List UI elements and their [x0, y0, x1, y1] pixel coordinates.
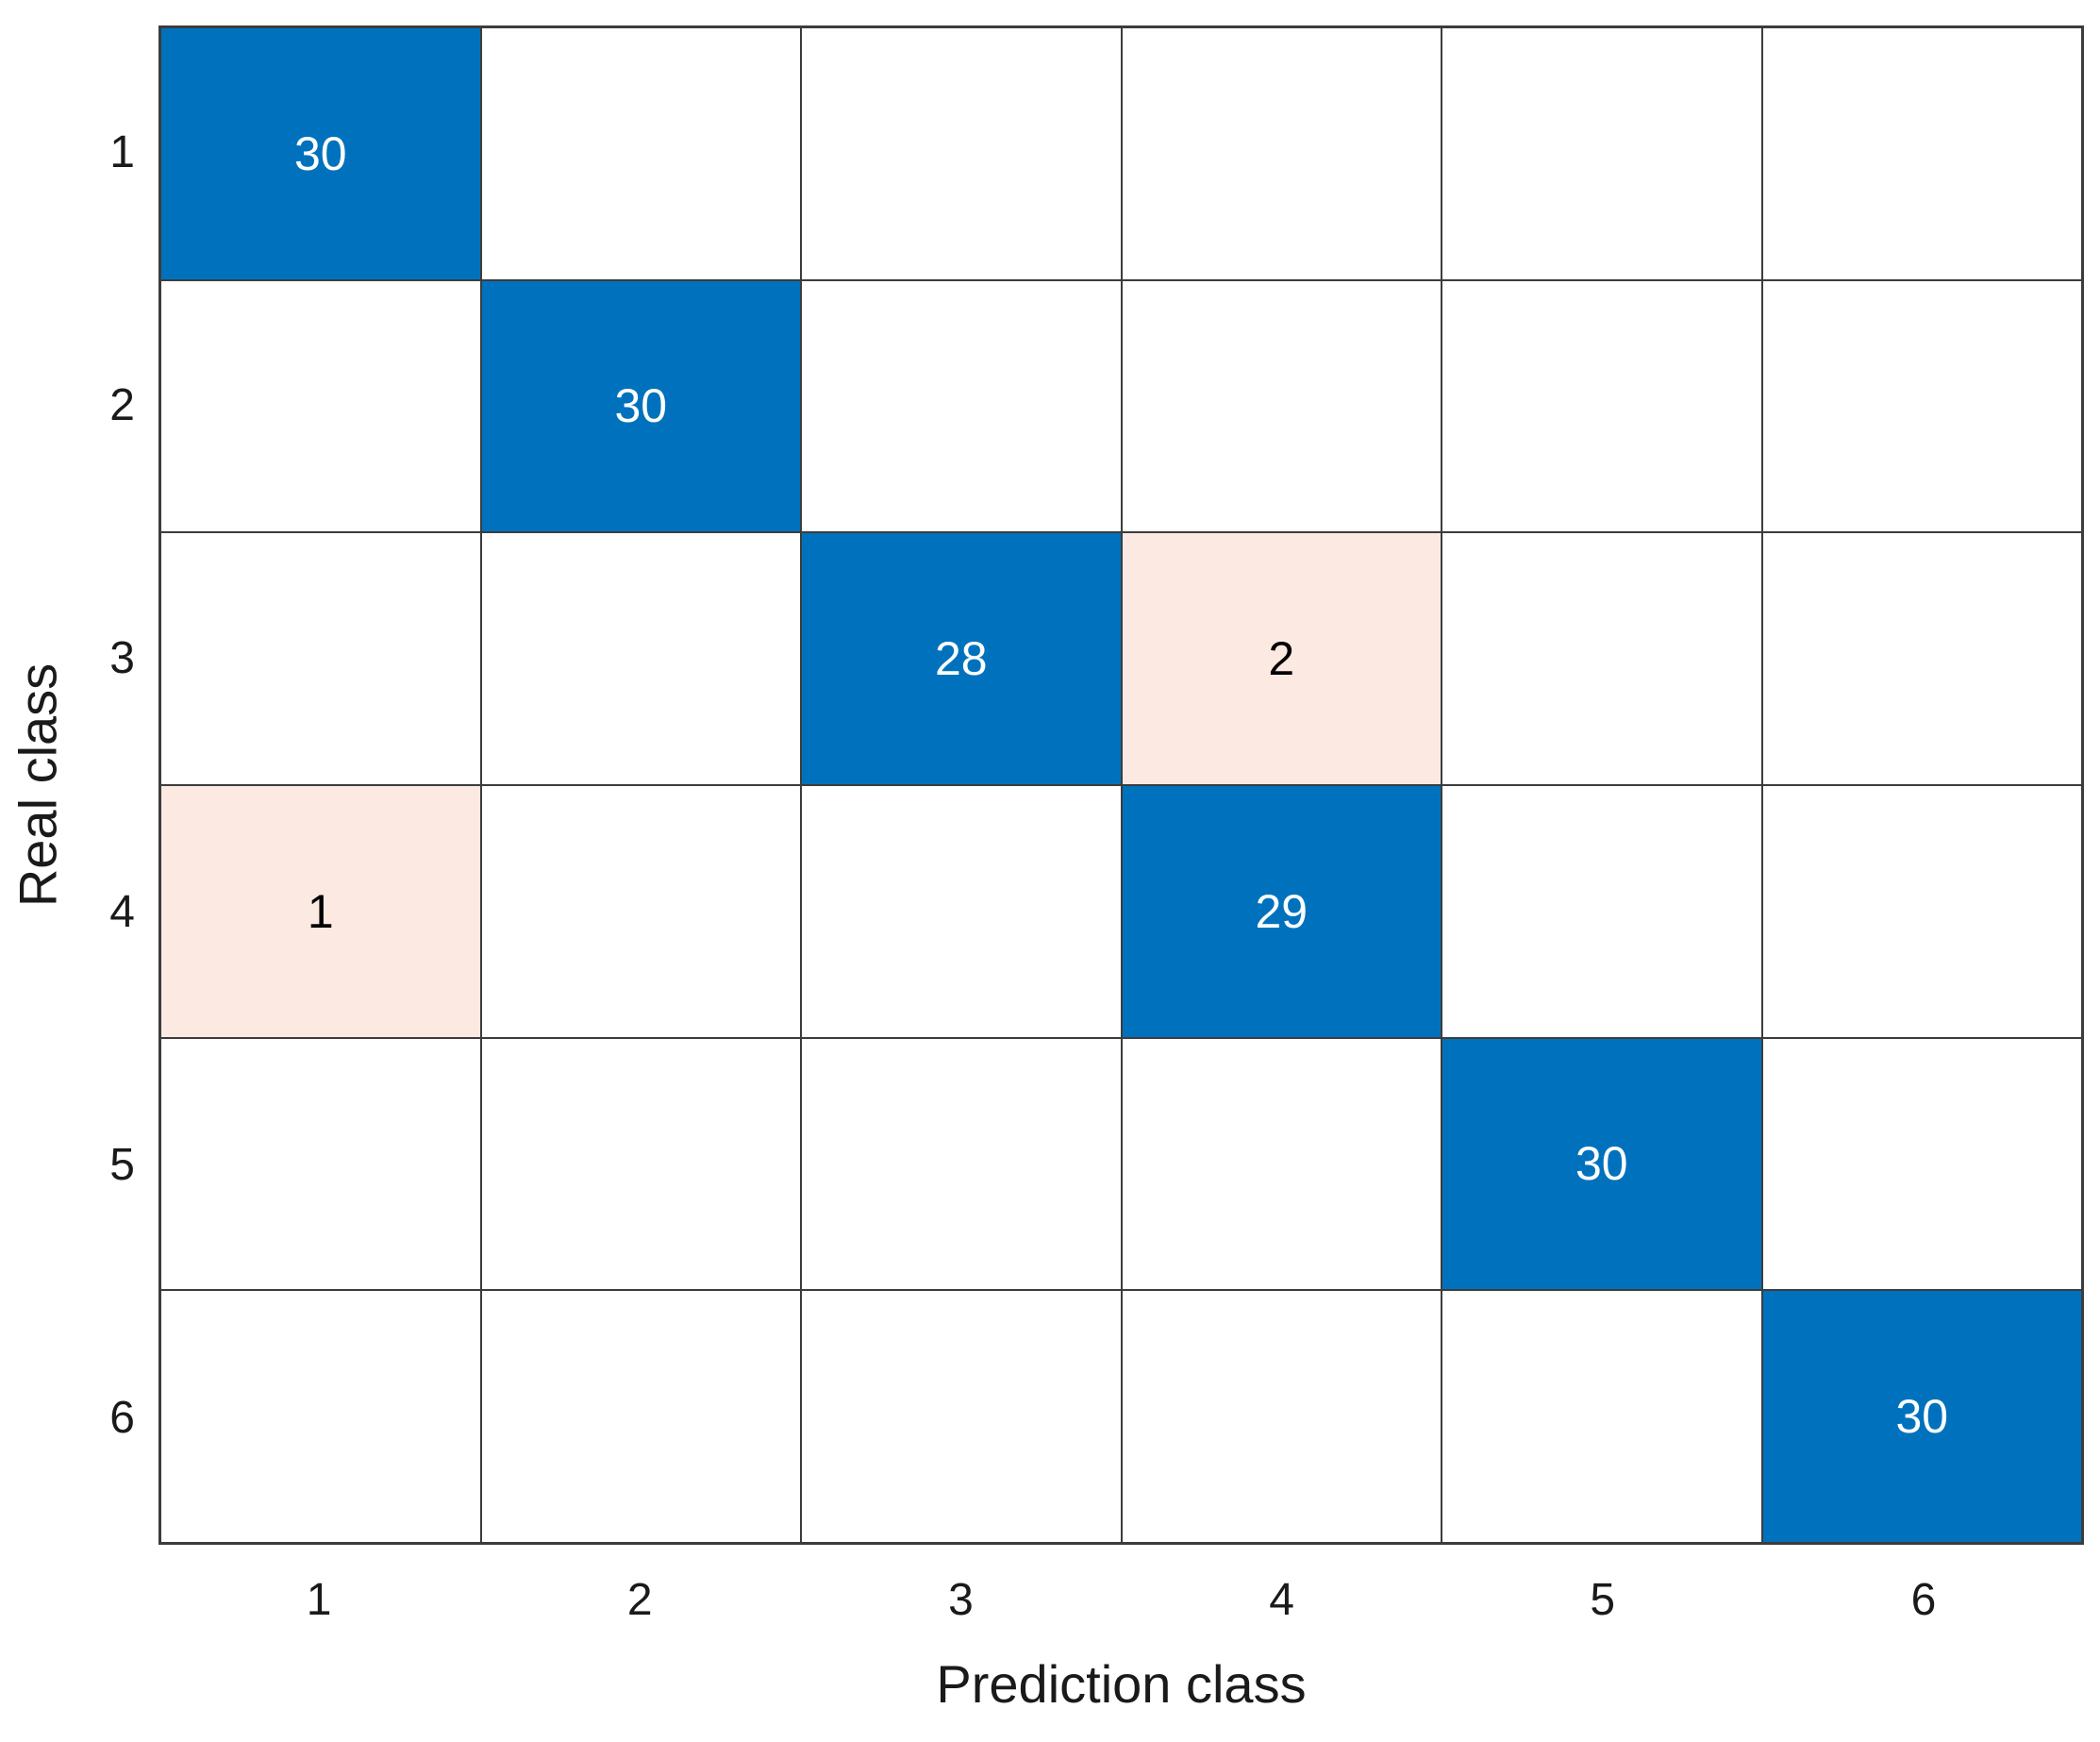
matrix-cell-r3-c2	[481, 533, 800, 784]
matrix-cell-r2-c1	[161, 280, 480, 532]
x-axis-tick-labels: 1 2 3 4 5 6	[158, 1574, 2084, 1626]
matrix-cell-r3-c4: 2	[1122, 533, 1441, 784]
matrix-cell-r2-c5	[1442, 280, 1761, 532]
matrix-cell-r4-c5	[1442, 785, 1761, 1037]
matrix-cell-r4-c1: 1	[161, 785, 480, 1037]
matrix-cell-r3-c6	[1762, 533, 2081, 784]
y-tick-label-2: 2	[109, 379, 135, 430]
matrix-cell-r2-c6	[1762, 280, 2081, 532]
y-tick-label-5: 5	[109, 1139, 135, 1190]
matrix-cell-r1-c2	[481, 28, 800, 279]
matrix-cell-r5-c6	[1762, 1038, 2081, 1290]
x-tick-label-4: 4	[1269, 1575, 1294, 1625]
matrix-cell-r5-c3	[802, 1038, 1121, 1290]
matrix-cell-r5-c2	[481, 1038, 800, 1290]
matrix-cell-r3-c3: 28	[802, 533, 1121, 784]
matrix-cell-r1-c1: 30	[161, 28, 480, 279]
matrix-cell-r6-c1	[161, 1291, 480, 1542]
y-tick-label-3: 3	[109, 633, 135, 684]
matrix-cell-r2-c2: 30	[481, 280, 800, 532]
matrix-cell-r5-c5: 30	[1442, 1038, 1761, 1290]
y-axis-tick-labels: 1 2 3 4 5 6	[0, 25, 135, 1545]
x-tick-label-6: 6	[1910, 1575, 1937, 1625]
matrix-cell-r4-c2	[481, 785, 800, 1037]
x-tick-label-3: 3	[948, 1575, 974, 1625]
matrix-cell-r4-c4: 29	[1122, 785, 1441, 1037]
matrix-cell-r6-c2	[481, 1291, 800, 1542]
matrix-cell-r1-c5	[1442, 28, 1761, 279]
matrix-cell-r3-c5	[1442, 533, 1761, 784]
matrix-cell-r4-c6	[1762, 785, 2081, 1037]
matrix-cell-r6-c4	[1122, 1291, 1441, 1542]
matrix-cell-r6-c6: 30	[1762, 1291, 2081, 1542]
matrix-cell-r6-c3	[802, 1291, 1121, 1542]
matrix-cell-r2-c4	[1122, 280, 1441, 532]
matrix-cell-r5-c4	[1122, 1038, 1441, 1290]
matrix-cell-r4-c3	[802, 785, 1121, 1037]
matrix-cell-r6-c5	[1442, 1291, 1761, 1542]
matrix-cell-r3-c1	[161, 533, 480, 784]
matrix-cell-r2-c3	[802, 280, 1121, 532]
y-tick-label-4: 4	[109, 886, 135, 937]
x-tick-label-5: 5	[1590, 1575, 1616, 1625]
y-tick-label-6: 6	[109, 1393, 135, 1444]
matrix-cell-r1-c4	[1122, 28, 1441, 279]
matrix-cell-r1-c6	[1762, 28, 2081, 279]
x-tick-label-1: 1	[306, 1575, 332, 1625]
y-tick-label-1: 1	[109, 126, 135, 177]
matrix-grid: 30 30 28 2 1 29 30 30	[158, 25, 2084, 1545]
x-tick-label-2: 2	[626, 1575, 653, 1625]
matrix-cell-r1-c3	[802, 28, 1121, 279]
x-axis-title: Prediction class	[936, 1654, 1307, 1714]
matrix-cell-r5-c1	[161, 1038, 480, 1290]
